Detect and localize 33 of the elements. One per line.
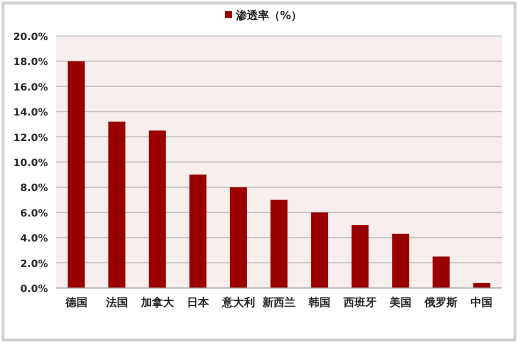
y-tick-label: 20.0% (13, 32, 48, 43)
bar (270, 200, 288, 288)
x-tick-label: 韩国 (308, 296, 331, 309)
bar (432, 256, 450, 288)
bar (311, 212, 328, 288)
x-tick-label: 意大利 (220, 296, 255, 309)
y-tick-label: 6.0% (20, 208, 48, 220)
y-tick-label: 10.0% (13, 158, 48, 169)
bar (108, 122, 126, 288)
x-tick-label: 中国 (470, 296, 493, 309)
bar (68, 61, 85, 288)
x-tick-label: 德国 (64, 296, 88, 309)
y-tick-label: 2.0% (20, 258, 48, 270)
x-tick-label: 日本 (186, 296, 210, 309)
y-tick-label: 8.0% (20, 183, 48, 194)
bar (352, 225, 369, 288)
x-tick-label: 新西兰 (262, 296, 296, 309)
y-tick-label: 18.0% (13, 57, 48, 68)
y-tick-label: 0.0% (20, 284, 48, 295)
x-tick-label: 法国 (104, 296, 128, 309)
y-tick-label: 16.0% (13, 82, 48, 94)
bar (230, 187, 247, 288)
x-tick-label: 美国 (388, 296, 412, 309)
x-tick-label: 俄罗斯 (424, 296, 458, 309)
bar (392, 234, 410, 288)
bar (148, 130, 166, 288)
x-tick-label: 西班牙 (342, 296, 377, 309)
x-tick-label: 加拿大 (140, 296, 175, 309)
y-tick-label: 4.0% (20, 234, 48, 245)
legend-label: 渗透率（%） (235, 9, 302, 22)
bar (189, 174, 206, 288)
y-tick-label: 14.0% (13, 108, 48, 119)
y-tick-label: 12.0% (13, 132, 48, 144)
